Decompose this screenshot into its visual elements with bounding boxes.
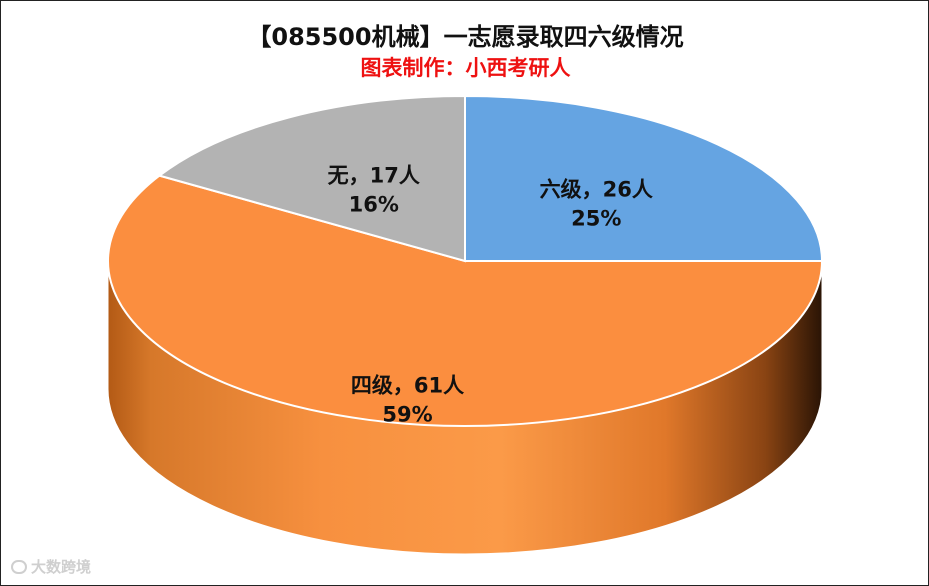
pie-slice [157, 94, 466, 263]
slice-label: 无，17人 [328, 163, 420, 187]
watermark-logo-icon [11, 559, 27, 574]
slice-percent: 16% [349, 192, 399, 216]
pie-slice [107, 174, 824, 427]
pie-slice [464, 94, 824, 262]
slice-percent: 25% [571, 206, 621, 230]
watermark: 大数跨境 [11, 556, 91, 577]
slice-label: 四级，61人 [351, 373, 464, 397]
watermark-text: 大数跨境 [31, 558, 92, 576]
chart-subtitle: 图表制作：小西考研人 [360, 56, 571, 80]
chart-title: 【085500机械】一志愿录取四六级情况 [247, 23, 684, 51]
slice-label: 六级，26人 [540, 177, 653, 201]
slice-percent: 59% [382, 402, 432, 426]
